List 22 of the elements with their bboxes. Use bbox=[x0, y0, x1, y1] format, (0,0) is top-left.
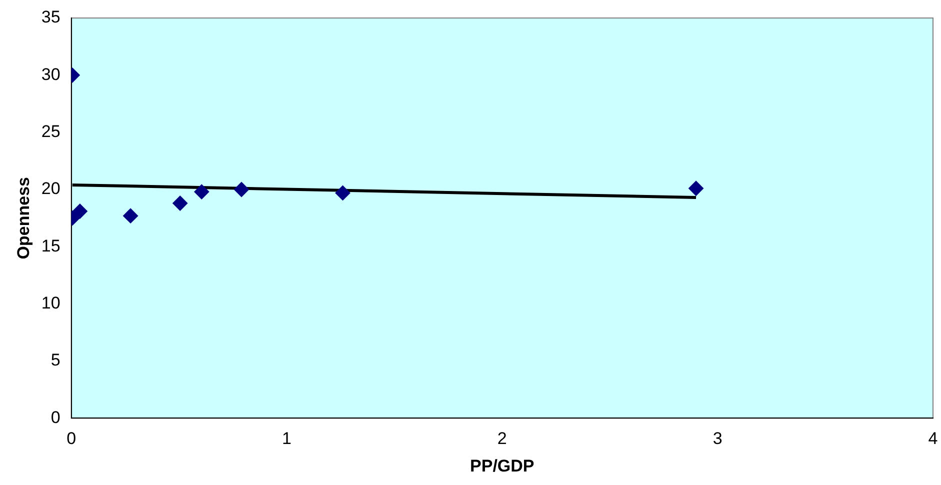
y-tick-label: 0 bbox=[50, 408, 60, 427]
point bbox=[72, 204, 88, 219]
point bbox=[234, 182, 249, 198]
y-tick-label: 20 bbox=[41, 179, 60, 198]
point bbox=[688, 180, 704, 196]
y-axis-title: Openness bbox=[14, 177, 33, 260]
y-tick-label: 25 bbox=[41, 122, 60, 142]
x-tick-label: 1 bbox=[282, 429, 292, 448]
y-tick-label: 10 bbox=[41, 294, 60, 313]
point bbox=[123, 208, 138, 224]
y-tick-label: 30 bbox=[41, 64, 60, 84]
point bbox=[172, 196, 188, 211]
x-tick-label: 4 bbox=[928, 429, 938, 448]
y-tick-label: 15 bbox=[41, 236, 60, 256]
y-tick-label: 35 bbox=[41, 8, 60, 27]
x-tick-label: 3 bbox=[712, 429, 722, 448]
point bbox=[194, 184, 210, 200]
x-axis-title: PP/GDP bbox=[470, 456, 534, 476]
x-tick-label: 2 bbox=[497, 429, 507, 448]
point bbox=[335, 185, 350, 200]
y-tick-label: 5 bbox=[50, 350, 60, 370]
x-tick-label: 0 bbox=[66, 429, 76, 448]
